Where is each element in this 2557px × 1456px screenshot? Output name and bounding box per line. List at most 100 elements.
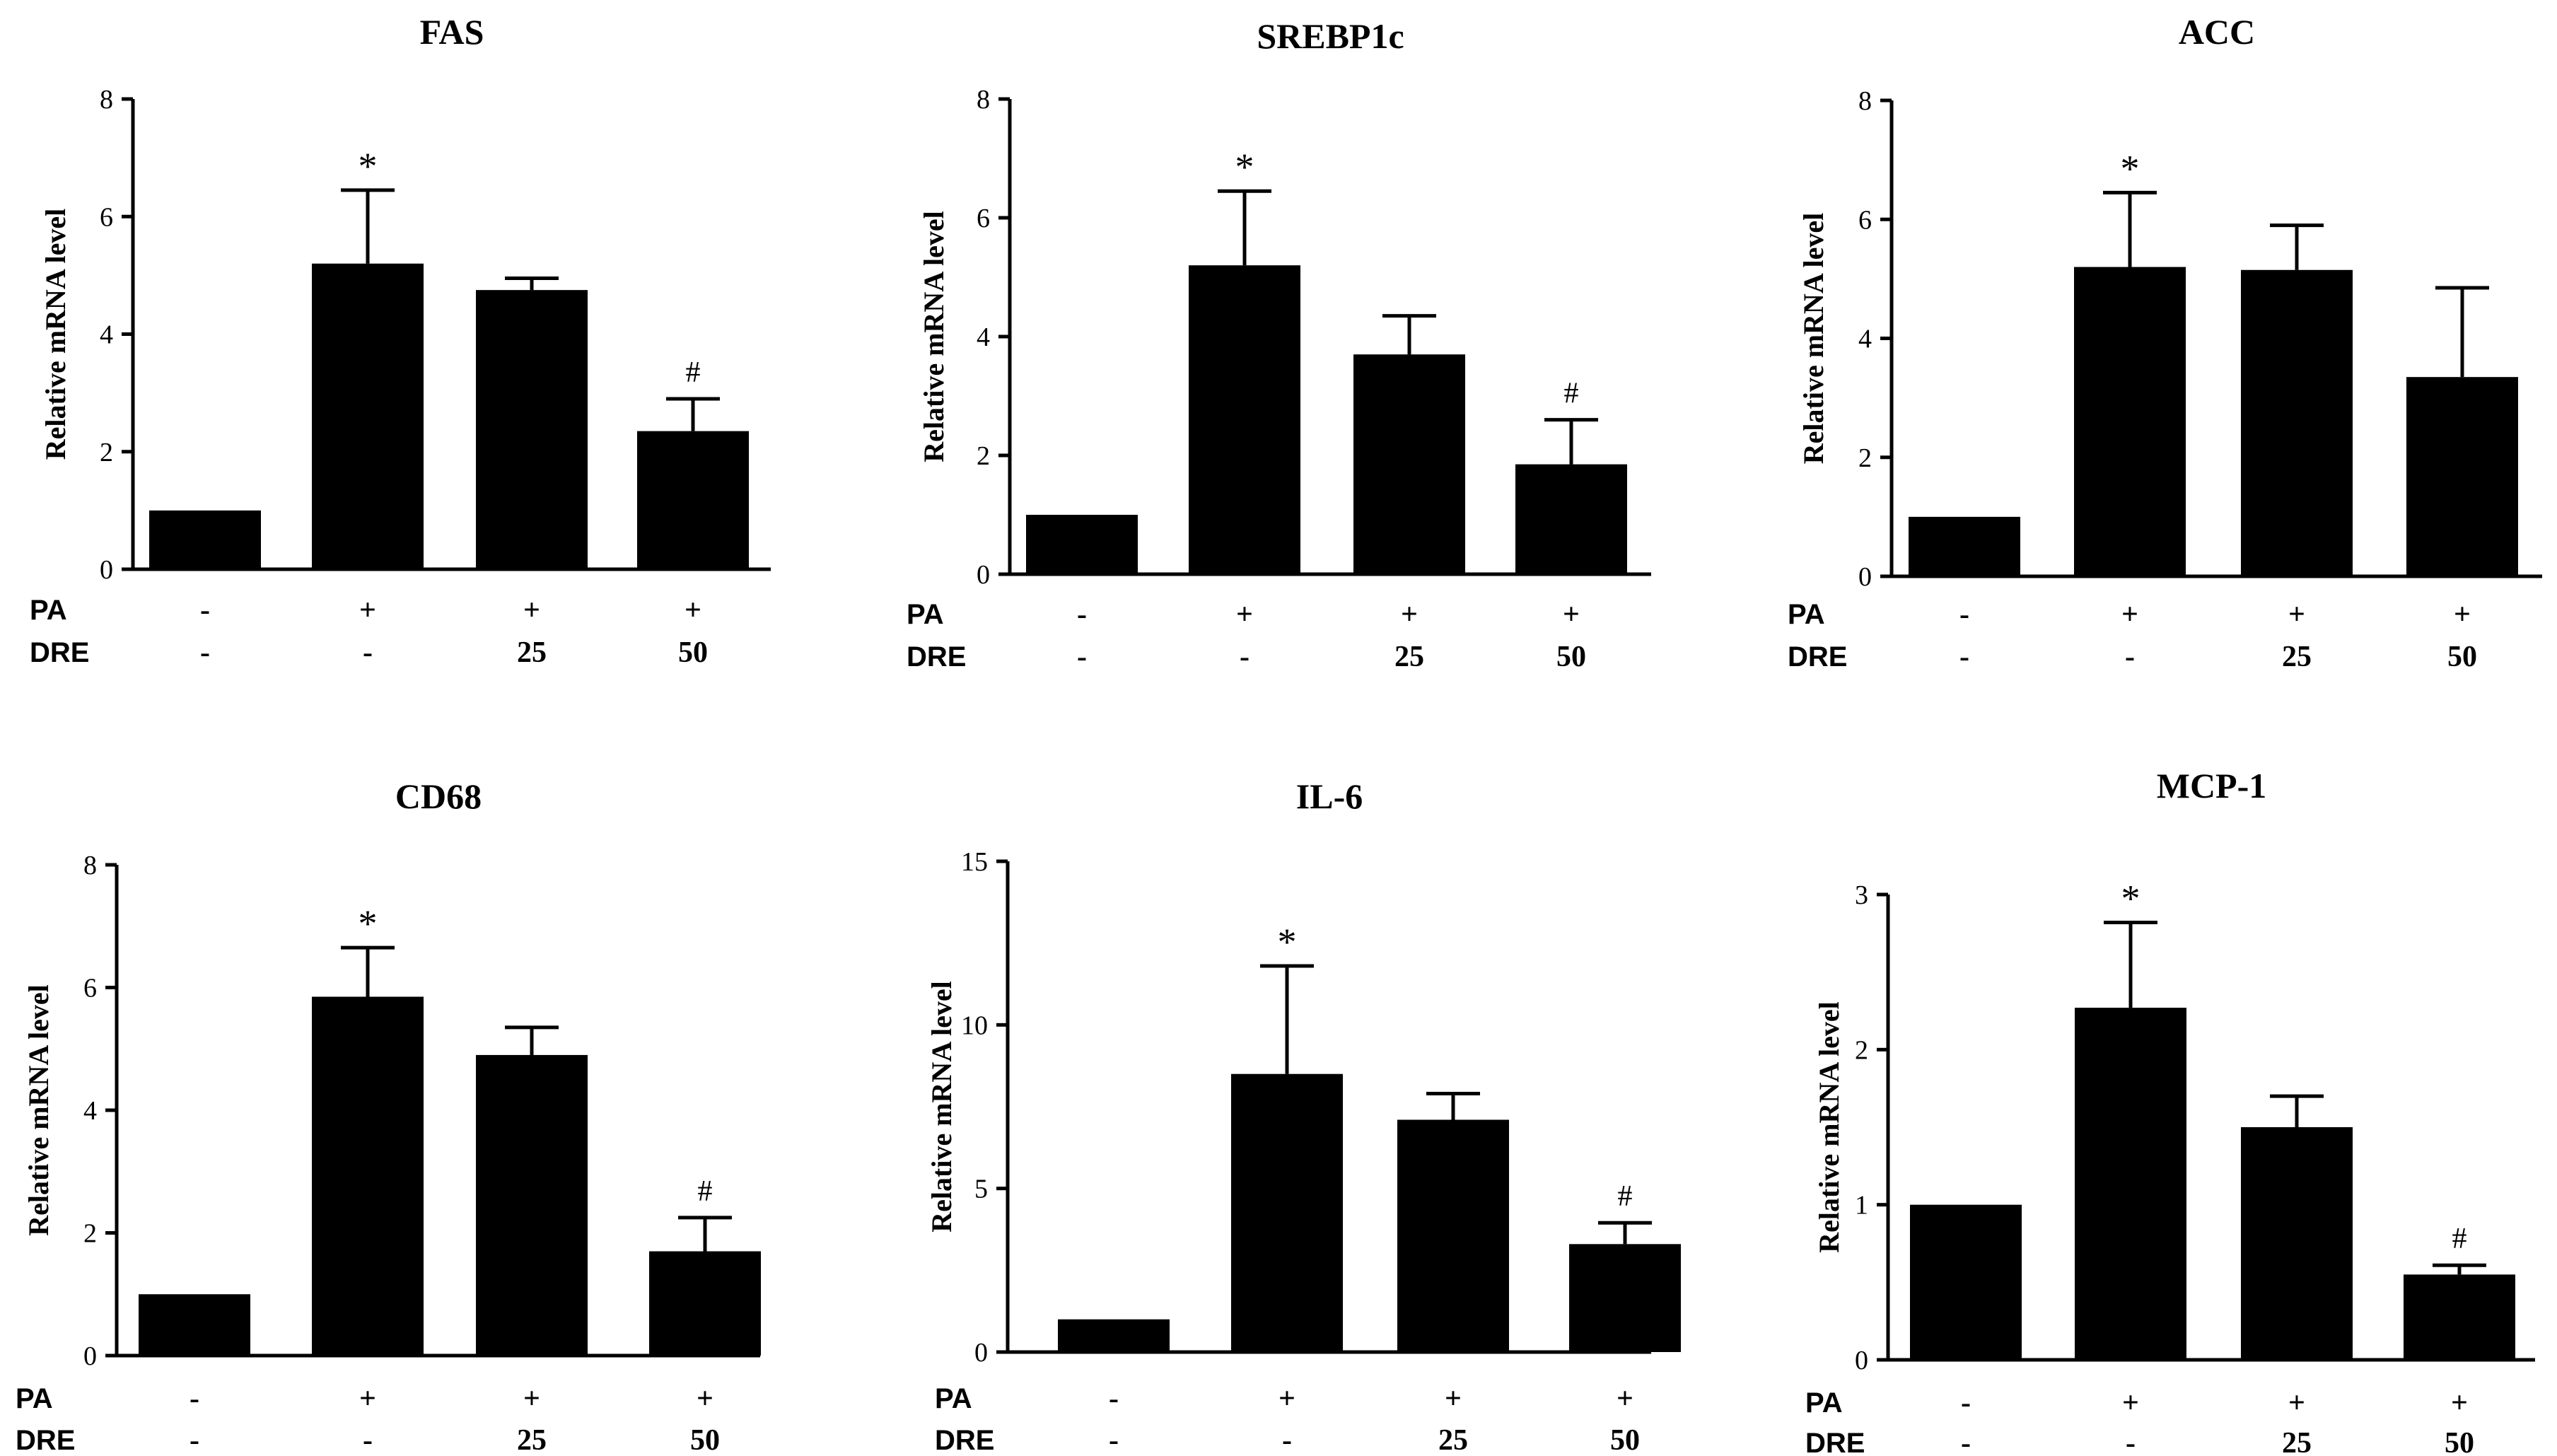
- y-tick-label: 4: [83, 1096, 97, 1126]
- condition-label-dre: DRE: [935, 1425, 994, 1456]
- chart-panel-cd68: CD68 Relative mRNA level 0 2 4 6 8 * # PA DRE - - + - +…: [16, 776, 761, 1456]
- y-axis-label: Relative mRNA level: [918, 211, 950, 462]
- condition-label-pa: PA: [907, 599, 944, 630]
- y-axis-label: Relative mRNA level: [1798, 213, 1829, 464]
- condition-value-dre: -: [2126, 1427, 2136, 1456]
- condition-value-pa: +: [697, 1382, 713, 1415]
- y-tick-label: 0: [974, 1338, 988, 1368]
- condition-value-dre: 50: [1556, 641, 1586, 673]
- significance-star: *: [2121, 147, 2140, 190]
- y-tick-label: 15: [961, 847, 988, 877]
- y-tick-label: 8: [100, 85, 113, 115]
- condition-label-pa: PA: [30, 595, 67, 626]
- bar-4: [2404, 1274, 2515, 1360]
- condition-value-pa: +: [2122, 1387, 2139, 1419]
- y-tick-label: 8: [1858, 86, 1872, 116]
- condition-value-pa: -: [1959, 598, 1969, 631]
- condition-label-pa: PA: [935, 1383, 972, 1414]
- condition-value-dre: -: [1282, 1424, 1292, 1456]
- condition-value-dre: -: [1240, 641, 1250, 673]
- bar-2: [312, 996, 424, 1356]
- condition-value-pa: -: [200, 594, 210, 627]
- y-tick-label: 0: [100, 555, 113, 585]
- condition-value-pa: -: [190, 1382, 199, 1415]
- bar-4: [637, 431, 749, 569]
- condition-value-pa: +: [1278, 1382, 1295, 1415]
- condition-value-dre: -: [363, 1424, 373, 1456]
- condition-value-dre: -: [190, 1424, 199, 1456]
- bar-1: [1910, 1204, 2022, 1360]
- y-tick-label: 3: [1855, 880, 1868, 910]
- condition-value-pa: +: [2121, 598, 2138, 631]
- condition-value-pa: +: [1401, 598, 1418, 631]
- chart-title: ACC: [2179, 12, 2255, 52]
- condition-value-dre: -: [363, 636, 373, 669]
- bar-3: [1397, 1119, 1509, 1352]
- bar-3: [1353, 354, 1465, 574]
- condition-value-pa: +: [1445, 1382, 1462, 1415]
- chart-title: MCP-1: [2157, 766, 2267, 805]
- condition-value-pa: +: [359, 1382, 376, 1415]
- condition-label-pa: PA: [16, 1383, 53, 1414]
- y-tick-label: 6: [100, 202, 113, 232]
- bar-3: [476, 290, 588, 569]
- y-tick-label: 2: [100, 438, 113, 467]
- condition-label-dre: DRE: [30, 637, 89, 668]
- condition-value-dre: -: [1077, 641, 1087, 673]
- y-axis-label: Relative mRNA level: [926, 981, 957, 1232]
- condition-value-pa: +: [1236, 598, 1253, 631]
- condition-value-pa: +: [1617, 1382, 1633, 1415]
- chart-title: CD68: [395, 776, 482, 816]
- bar-4: [1569, 1244, 1681, 1352]
- condition-value-pa: -: [1077, 598, 1087, 631]
- bar-1: [139, 1294, 250, 1356]
- significance-hash: #: [686, 356, 701, 389]
- y-tick-label: 4: [100, 320, 113, 350]
- bar-1: [1058, 1319, 1170, 1352]
- y-tick-label: 4: [977, 322, 990, 352]
- y-tick-label: 8: [83, 851, 97, 880]
- y-tick-label: 1: [1855, 1191, 1868, 1221]
- y-tick-label: 2: [977, 441, 990, 471]
- condition-value-dre: -: [1109, 1424, 1119, 1456]
- condition-value-dre: 25: [2282, 1427, 2312, 1456]
- bar-2: [1189, 265, 1300, 574]
- y-tick-label: 0: [1855, 1346, 1868, 1375]
- condition-value-pa: +: [2451, 1387, 2468, 1419]
- chart-title: IL-6: [1296, 776, 1363, 816]
- condition-label-dre: DRE: [1805, 1428, 1865, 1456]
- condition-label-dre: DRE: [16, 1425, 75, 1456]
- y-tick-label: 6: [1858, 205, 1872, 235]
- condition-value-pa: +: [359, 594, 376, 627]
- condition-value-pa: +: [523, 594, 540, 627]
- condition-value-pa: -: [1961, 1387, 1971, 1419]
- significance-star: *: [1278, 921, 1297, 963]
- y-tick-label: 2: [1855, 1035, 1868, 1065]
- bar-2: [2075, 1008, 2186, 1360]
- bar-3: [2241, 1127, 2353, 1360]
- y-tick-label: 6: [977, 204, 990, 233]
- y-tick-label: 10: [961, 1011, 988, 1040]
- condition-value-dre: 25: [1394, 641, 1424, 673]
- bar-2: [312, 263, 424, 569]
- bar-4: [649, 1251, 761, 1356]
- chart-panel-il-6: IL-6 Relative mRNA level 0 5 10 15 * # PA DRE - - + -…: [926, 776, 1681, 1456]
- bar-1: [149, 510, 261, 569]
- condition-value-pa: -: [1109, 1382, 1119, 1415]
- bar-4: [1515, 464, 1627, 574]
- condition-value-dre: 50: [1610, 1424, 1640, 1456]
- condition-value-pa: +: [685, 594, 701, 627]
- y-axis-label: Relative mRNA level: [1813, 1001, 1845, 1252]
- chart-panel-mcp-1: MCP-1 Relative mRNA level 0 1 2 3 * # PA DRE - - + - +…: [1805, 766, 2535, 1456]
- significance-hash: #: [1618, 1180, 1633, 1213]
- y-tick-label: 0: [83, 1341, 97, 1371]
- y-tick-label: 2: [1858, 443, 1872, 473]
- condition-value-dre: 50: [2445, 1427, 2474, 1456]
- y-axis-label: Relative mRNA level: [23, 984, 54, 1235]
- chart-panel-acc: ACC Relative mRNA level 0 2 4 6 8 * PA DRE - - + - +25…: [1788, 12, 2542, 673]
- condition-value-pa: +: [2288, 598, 2305, 631]
- significance-hash: #: [1564, 378, 1579, 410]
- condition-value-dre: -: [1959, 641, 1969, 673]
- condition-value-dre: 50: [678, 636, 708, 669]
